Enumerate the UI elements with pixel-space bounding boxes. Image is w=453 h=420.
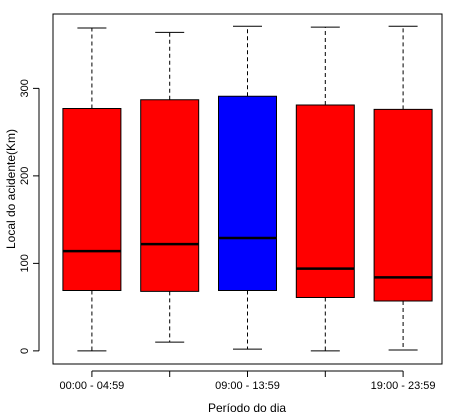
box-rect [373,108,433,302]
box-group [62,27,122,352]
y-tick-label: 0 [19,348,31,354]
y-axis: 0 100 200 300 [19,79,40,354]
x-tick-label: 09:00 - 13:59 [215,380,280,392]
y-tick-label: 100 [19,254,31,272]
x-tick-label: 19:00 - 23:59 [371,380,436,392]
x-axis: 00:00 - 04:59 09:00 - 13:59 19:00 - 23:59 [59,370,436,392]
box-group [218,25,277,350]
x-tick-label: 00:00 - 04:59 [59,380,124,392]
box-group [373,25,433,351]
box-rect [62,108,122,291]
x-axis-label: Período do dia [208,401,286,415]
box-group [140,31,200,343]
y-axis-label: Local do acidente(Km) [4,129,18,249]
box-rect [295,104,355,298]
box-rect [140,99,200,292]
plot-frame [52,13,443,365]
y-tick-label: 200 [19,167,31,185]
y-tick-label: 300 [19,79,31,97]
box-group [295,26,355,352]
box-rect [218,95,277,291]
plot-area [52,13,443,365]
